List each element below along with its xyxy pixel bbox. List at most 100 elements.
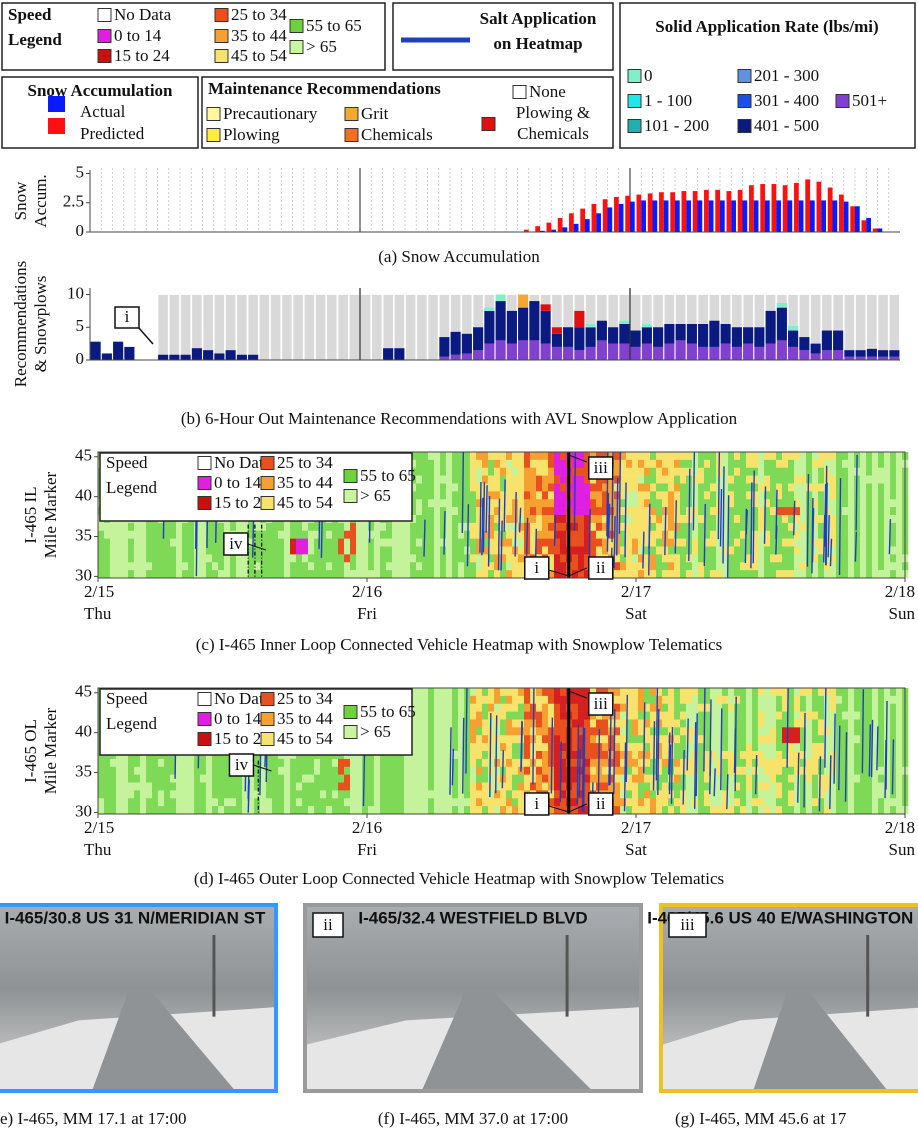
- bar-segment: [810, 343, 821, 354]
- heat-cell: [740, 695, 747, 705]
- heat-cell: [626, 475, 633, 484]
- heat-cell: [392, 530, 399, 539]
- heat-cell: [812, 758, 819, 768]
- heat-cell: [368, 530, 375, 539]
- bar-segment: [225, 350, 236, 360]
- heat-cell: [758, 688, 765, 697]
- heat-cell: [440, 782, 447, 791]
- heat-cell: [614, 562, 621, 571]
- heat-cell: [602, 735, 609, 744]
- legend-swatch: [481, 117, 496, 131]
- legend-swatch: [214, 49, 229, 63]
- heat-cell: [368, 766, 375, 775]
- heat-cell: [734, 688, 741, 697]
- heat-cell: [254, 782, 261, 791]
- heat-cell: [608, 743, 615, 752]
- heat-cell: [776, 727, 783, 736]
- heat-cell: [776, 774, 783, 783]
- heat-cell: [278, 758, 285, 768]
- heat-cell: [476, 727, 483, 736]
- heat-cell: [854, 695, 861, 705]
- heat-cell: [632, 522, 639, 532]
- heat-cell: [758, 499, 765, 508]
- bar: [872, 228, 878, 232]
- heat-cell: [440, 790, 447, 799]
- heat-cell: [326, 806, 333, 815]
- heat-cell: [590, 515, 597, 524]
- heat-cell: [806, 798, 813, 807]
- heat-cell: [470, 515, 477, 524]
- bar-segment: [191, 348, 202, 360]
- heat-cell: [764, 695, 771, 705]
- heat-cell: [482, 719, 489, 728]
- heat-cell: [128, 782, 135, 791]
- heat-cell: [548, 570, 555, 579]
- heat-cell: [554, 806, 561, 815]
- heat-cell: [116, 546, 123, 555]
- heat-cell: [422, 727, 429, 736]
- heat-cell: [128, 798, 135, 807]
- heat-cell: [596, 538, 603, 547]
- heat-cell: [212, 758, 219, 768]
- heat-cell: [800, 554, 807, 563]
- heat-cell: [434, 562, 441, 571]
- heat-cell: [728, 452, 735, 461]
- heat-cell: [626, 483, 633, 492]
- heat-cell: [176, 766, 183, 775]
- heat-cell: [506, 751, 513, 760]
- heat-cell: [758, 475, 765, 484]
- heat-cell: [422, 774, 429, 783]
- legend-label: 1 - 100: [644, 91, 692, 110]
- heat-cell: [506, 735, 513, 744]
- heat-cell: [638, 711, 645, 720]
- heat-cell: [668, 570, 675, 579]
- heat-cell: [482, 554, 489, 563]
- heat-cell: [410, 522, 417, 532]
- heat-cell: [878, 546, 885, 555]
- heat-cell: [284, 766, 291, 775]
- bar-segment: [731, 327, 742, 347]
- heat-cell: [362, 562, 369, 571]
- heat-cell: [644, 570, 651, 579]
- bar-segment: [529, 301, 540, 341]
- heat-cell: [218, 554, 225, 563]
- heat-cell: [506, 562, 513, 571]
- heat-cell: [848, 570, 855, 579]
- heat-cell: [128, 758, 135, 768]
- heat-cell: [650, 546, 657, 555]
- bar-segment: [653, 327, 664, 347]
- heat-cell: [428, 499, 435, 508]
- heat-cell: [158, 570, 165, 579]
- heat-cell: [488, 570, 495, 579]
- heat-cell: [254, 766, 261, 775]
- heat-cell: [620, 515, 627, 524]
- heat-cell: [128, 790, 135, 799]
- heat-cell: [284, 758, 291, 768]
- heat-cell: [842, 695, 849, 705]
- heat-cell: [698, 695, 705, 705]
- heat-cell: [98, 766, 105, 775]
- heat-cell: [764, 766, 771, 775]
- heat-cell: [584, 499, 591, 508]
- heat-cell: [728, 735, 735, 744]
- annotation-box: [588, 456, 614, 480]
- heat-cell: [878, 507, 885, 516]
- heat-cell: [98, 546, 105, 555]
- heat-cell: [764, 751, 771, 760]
- salt-streak: [481, 497, 484, 556]
- heat-cell: [314, 766, 321, 775]
- heat-cell: [680, 546, 687, 555]
- heat-cell: [338, 570, 345, 579]
- heat-cell: [284, 774, 291, 783]
- heat-cell: [410, 774, 417, 783]
- heat-cell: [698, 546, 705, 555]
- heat-cell: [686, 727, 693, 736]
- heat-cell: [722, 491, 729, 500]
- legend-swatch: [97, 29, 112, 43]
- heat-cell: [128, 554, 135, 563]
- heat-cell: [278, 538, 285, 547]
- heat-cell: [764, 452, 771, 461]
- heat-cell: [320, 562, 327, 571]
- heat-cell: [512, 703, 519, 712]
